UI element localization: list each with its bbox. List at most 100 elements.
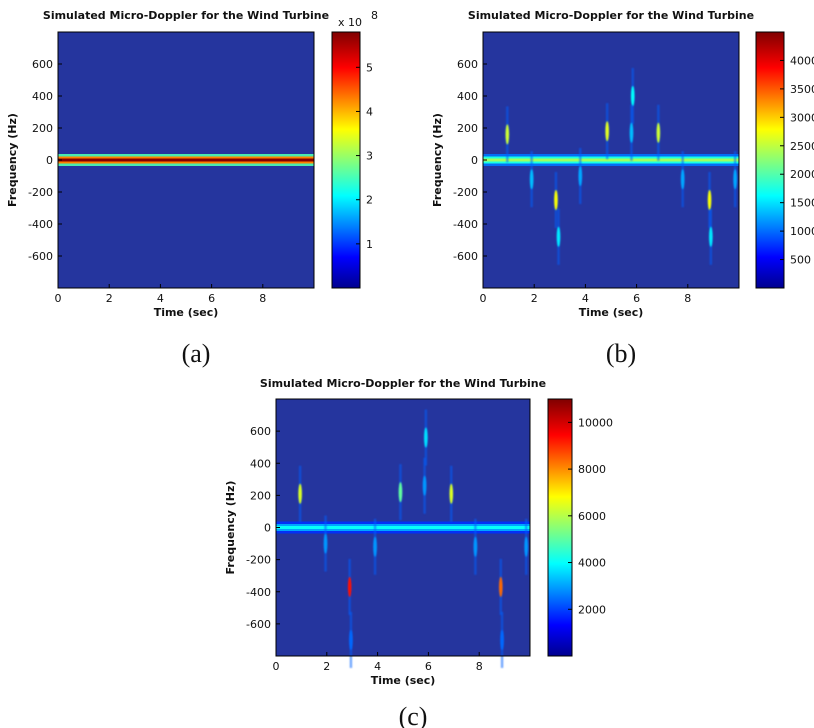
- panel-caption: (a): [182, 339, 211, 368]
- y-tick-label: 200: [457, 122, 478, 135]
- colorbar-tick-label: 10000: [578, 416, 613, 429]
- flash-peak: [680, 169, 685, 190]
- flash-peak: [323, 533, 328, 554]
- y-tick-label: 400: [32, 90, 53, 103]
- y-axis-label: Frequency (Hz): [6, 113, 19, 207]
- colorbar-tick-label: 8000: [578, 463, 606, 476]
- colorbar-tick-label: 2500: [790, 140, 814, 153]
- y-tick-label: 0: [471, 154, 478, 167]
- flash-peak: [422, 475, 427, 496]
- flash-peak: [554, 190, 558, 210]
- colorbar: [756, 32, 784, 288]
- flash-peak: [424, 427, 428, 448]
- chart-title: Simulated Micro-Doppler for the Wind Tur…: [468, 9, 754, 22]
- x-tick-label: 4: [374, 660, 381, 673]
- band-core: [276, 526, 530, 529]
- y-tick-label: -600: [453, 250, 478, 263]
- colorbar-tick-label: 2000: [790, 168, 814, 181]
- y-tick-label: 200: [250, 489, 271, 502]
- colorbar-tick-label: 2: [366, 194, 373, 207]
- flash-peak: [398, 482, 403, 503]
- x-tick-label: 0: [480, 292, 487, 305]
- colorbar-frame: [547, 398, 573, 657]
- x-tick-label: 8: [684, 292, 691, 305]
- panel-1: 0 2 4 6 8 600 400 200 0 -200 -400 -600 Simulated Mic…: [6, 9, 378, 368]
- y-tick-label: -600: [28, 250, 53, 263]
- colorbar-frame: [755, 31, 785, 289]
- y-tick-label: 0: [46, 154, 53, 167]
- colorbar-tick-label: 3500: [790, 83, 814, 96]
- panel-caption: (c): [399, 702, 428, 728]
- flash-peak: [629, 122, 634, 143]
- y-tick-label: -200: [453, 186, 478, 199]
- flash-peak: [578, 166, 583, 186]
- y-tick-label: 600: [32, 58, 53, 71]
- flash-peak: [473, 536, 478, 557]
- colorbar: [332, 32, 360, 288]
- x-tick-label: 6: [425, 660, 432, 673]
- flash-peak: [733, 169, 737, 190]
- x-axis-label: Time (sec): [579, 306, 644, 319]
- flash-peak: [449, 483, 454, 504]
- flash-peak: [656, 122, 661, 143]
- colorbar-tick-label: 4: [366, 105, 373, 118]
- colorbar-tick-label: 2000: [578, 603, 606, 616]
- x-tick-label: 4: [157, 292, 164, 305]
- flash-peak: [707, 190, 712, 210]
- y-tick-label: -400: [246, 586, 271, 599]
- flash-peak: [298, 483, 302, 504]
- colorbar-multiplier: x 10: [338, 16, 362, 29]
- panel-caption: (b): [606, 339, 636, 368]
- colorbar-tick-label: 4000: [578, 557, 606, 570]
- colorbar-tick-label: 1500: [790, 197, 814, 210]
- colorbar-exponent: 8: [371, 9, 378, 22]
- flash-peak: [524, 536, 528, 557]
- colorbar-tick-label: 500: [790, 254, 811, 267]
- y-tick-label: -200: [246, 554, 271, 567]
- y-tick-label: -400: [453, 218, 478, 231]
- y-tick-label: -600: [246, 618, 271, 631]
- colorbar-frame: [331, 31, 361, 289]
- y-tick-label: 400: [457, 90, 478, 103]
- colorbar-tick-label: 3: [366, 150, 373, 163]
- flash-peak: [630, 86, 635, 106]
- y-axis-label: Frequency (Hz): [431, 113, 444, 207]
- flash-peak: [347, 576, 352, 597]
- x-tick-label: 8: [476, 660, 483, 673]
- flash-peak: [556, 226, 561, 247]
- flash-peak: [605, 121, 609, 142]
- y-axis-label: Frequency (Hz): [224, 481, 237, 575]
- colorbar-tick-label: 6000: [578, 510, 606, 523]
- flash-peak: [373, 536, 377, 557]
- chart-title: Simulated Micro-Doppler for the Wind Tur…: [43, 9, 329, 22]
- flash-peak: [498, 576, 503, 597]
- x-tick-label: 2: [531, 292, 538, 305]
- x-tick-label: 2: [323, 660, 330, 673]
- y-tick-label: 600: [457, 58, 478, 71]
- flash-peak: [709, 226, 713, 247]
- flash-peak: [349, 629, 353, 650]
- x-tick-label: 6: [633, 292, 640, 305]
- y-tick-label: 200: [32, 122, 53, 135]
- y-tick-label: 0: [264, 522, 271, 535]
- x-tick-label: 2: [106, 292, 113, 305]
- x-axis-label: Time (sec): [154, 306, 219, 319]
- chart-title: Simulated Micro-Doppler for the Wind Tur…: [260, 377, 546, 390]
- x-tick-label: 6: [208, 292, 215, 305]
- flash-peak: [500, 629, 504, 650]
- colorbar-tick-label: 1: [366, 238, 373, 251]
- colorbar-tick-label: 1000: [790, 225, 814, 238]
- x-axis-label: Time (sec): [371, 674, 436, 687]
- y-tick-label: 400: [250, 457, 271, 470]
- colorbar-tick-label: 4000: [790, 54, 814, 67]
- y-tick-label: -200: [28, 186, 53, 199]
- y-tick-label: -400: [28, 218, 53, 231]
- x-tick-label: 8: [259, 292, 266, 305]
- flash-peak: [529, 169, 534, 190]
- x-tick-label: 0: [55, 292, 62, 305]
- x-tick-label: 0: [273, 660, 280, 673]
- colorbar: [548, 399, 572, 656]
